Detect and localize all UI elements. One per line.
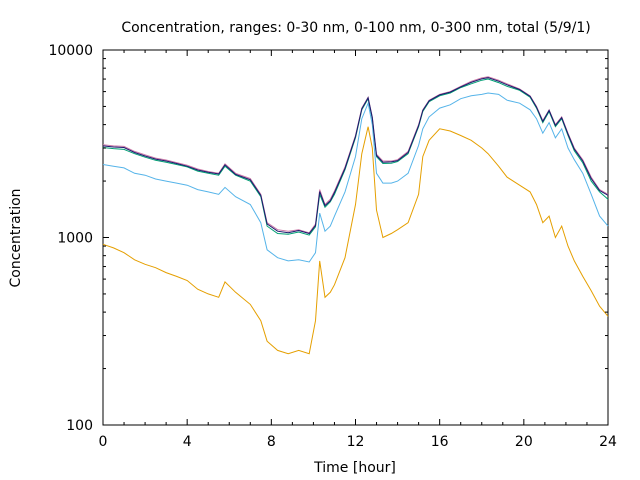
x-tick-label: 4 [183,434,192,450]
y-tick-label: 100 [66,418,93,434]
y-axis-label: Concentration [8,188,24,287]
x-tick-label: 16 [431,434,449,450]
x-tick-label: 8 [267,434,276,450]
series-line-1 [102,126,609,355]
x-tick-label: 20 [515,434,533,450]
series-layer [102,76,609,355]
tick-layer: 0 4 8 12 16 20 24 100 1000 10000 [48,43,617,450]
x-tick-label: 12 [347,434,365,450]
x-axis-label: Time [hour] [313,460,396,476]
plot-frame [102,49,609,426]
series-line-2 [102,92,609,263]
chart-title: Concentration, ranges: 0-30 nm, 0-100 nm… [121,20,590,36]
y-tick-label: 1000 [57,231,93,247]
y-tick-label: 10000 [48,43,93,59]
series-line-5 [102,77,609,235]
x-tick-label: 24 [599,434,617,450]
x-tick-label: 0 [99,434,108,450]
